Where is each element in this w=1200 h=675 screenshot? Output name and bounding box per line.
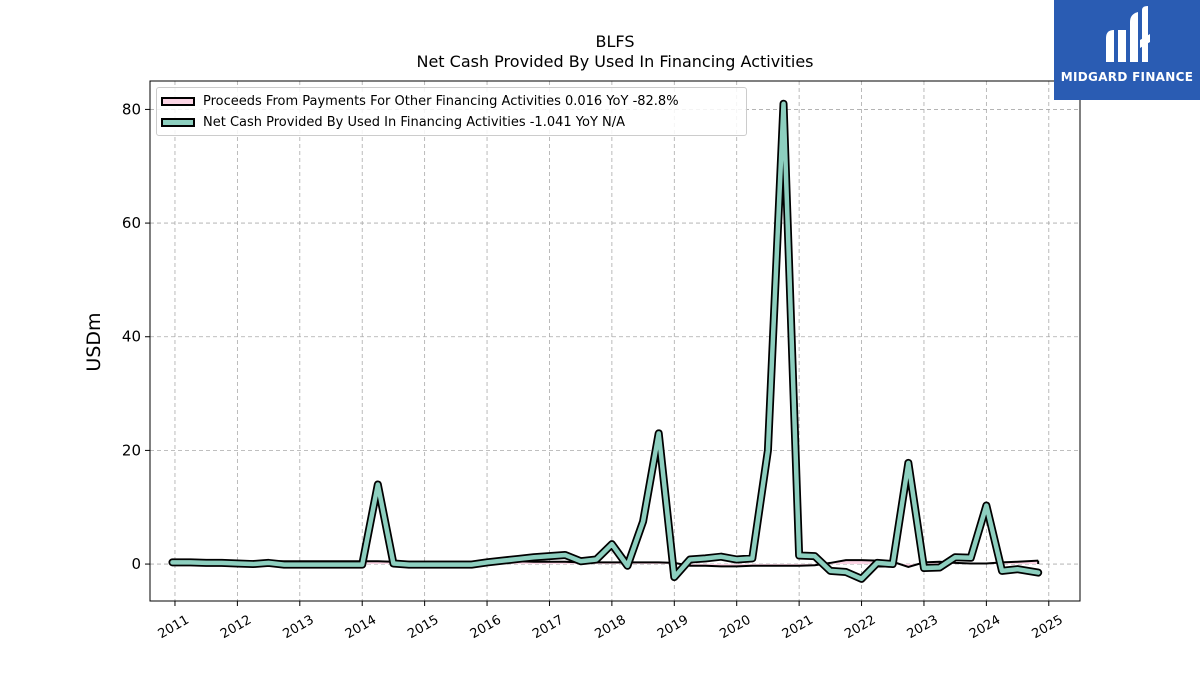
x-tick-label: 2019 [655,613,691,643]
grid [150,81,1080,601]
midgard-finance-logo: MIDGARD FINANCE [1054,0,1200,100]
y-tick-label: 20 [122,441,141,459]
x-tick-label: 2015 [405,613,441,643]
chart-title: BLFS [595,32,635,51]
y-axis-label: USDm [83,312,105,372]
legend: Proceeds From Payments For Other Financi… [156,87,747,136]
y-tick-label: 0 [131,555,141,573]
y-tick-label: 60 [122,214,141,232]
x-tick-label: 2012 [218,613,254,643]
net-cash-line-outline [168,99,1043,583]
series-layer [168,99,1043,583]
x-tick-label: 2018 [593,613,629,643]
plot-frame [149,80,1081,602]
x-tick-label: 2016 [468,613,504,643]
x-tick-label: 2021 [780,613,816,643]
x-tick-label: 2024 [967,613,1003,643]
legend-item-net-cash: Net Cash Provided By Used In Financing A… [157,112,625,132]
x-tick-label: 2022 [842,613,878,643]
x-tick-label: 2023 [905,613,941,643]
x-tick-label: 2025 [1029,613,1065,643]
y-tick-label: 80 [122,100,141,118]
x-tick-label: 2014 [343,613,379,643]
net-cash-line [170,101,1041,582]
chart-subtitle: Net Cash Provided By Used In Financing A… [416,52,814,71]
x-tick-label: 2011 [156,613,192,643]
logo-text: MIDGARD FINANCE [1060,70,1194,84]
legend-swatch-proceeds [161,96,195,106]
x-tick-label: 2017 [530,613,566,643]
legend-item-proceeds: Proceeds From Payments For Other Financi… [157,91,679,111]
legend-label-proceeds: Proceeds From Payments For Other Financi… [203,93,679,109]
x-tick-label: 2020 [717,613,753,643]
y-tick-label: 40 [122,328,141,346]
legend-label-net-cash: Net Cash Provided By Used In Financing A… [203,114,626,130]
logo-mark-icon [1106,6,1150,62]
x-tick-label: 2013 [280,613,316,643]
legend-swatch-net-cash [161,117,195,127]
